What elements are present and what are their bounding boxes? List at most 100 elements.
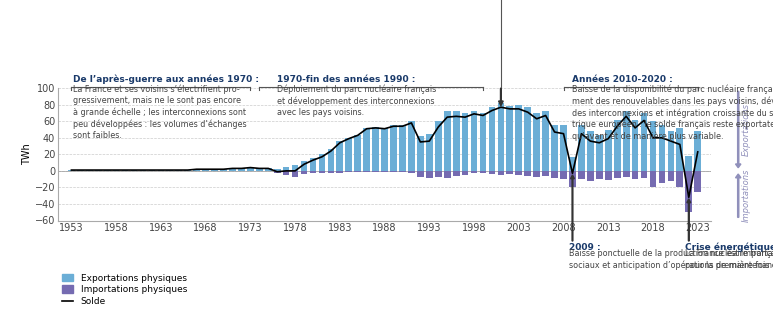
Bar: [524, 171, 531, 176]
Bar: [354, 135, 361, 171]
Text: Déploiement du parc nucléaire français
et développement des interconnexions
avec: Déploiement du parc nucléaire français e…: [278, 85, 437, 117]
Bar: [291, 171, 298, 177]
Bar: [256, 169, 263, 171]
Bar: [390, 125, 397, 171]
Bar: [461, 171, 468, 175]
Bar: [373, 127, 379, 171]
Bar: [113, 170, 120, 171]
Bar: [399, 171, 406, 172]
Bar: [238, 169, 245, 171]
Bar: [694, 171, 701, 192]
Bar: [328, 171, 334, 173]
Bar: [185, 170, 191, 171]
Bar: [471, 171, 478, 173]
Bar: [354, 171, 361, 172]
Bar: [363, 171, 370, 172]
Bar: [247, 168, 254, 171]
Bar: [498, 103, 504, 171]
Bar: [453, 111, 459, 171]
Bar: [587, 171, 594, 181]
Bar: [148, 170, 155, 171]
Bar: [283, 167, 290, 171]
Bar: [453, 171, 459, 176]
Bar: [131, 170, 138, 171]
Bar: [524, 107, 531, 171]
Bar: [506, 171, 513, 174]
Bar: [166, 170, 173, 171]
Bar: [417, 136, 424, 171]
Bar: [203, 169, 209, 171]
Bar: [77, 170, 83, 171]
Bar: [363, 128, 370, 171]
Bar: [399, 125, 406, 171]
Bar: [435, 171, 441, 177]
Bar: [659, 125, 666, 171]
Bar: [632, 171, 638, 179]
Bar: [265, 169, 271, 171]
Bar: [560, 171, 567, 179]
Bar: [587, 131, 594, 171]
Bar: [479, 113, 486, 171]
Bar: [676, 171, 683, 187]
Bar: [623, 111, 629, 171]
Bar: [346, 138, 352, 171]
Bar: [578, 125, 584, 171]
Bar: [686, 171, 692, 212]
Bar: [220, 169, 226, 171]
Bar: [533, 113, 540, 171]
Bar: [569, 157, 576, 171]
Bar: [193, 169, 200, 171]
Bar: [229, 169, 236, 171]
Bar: [578, 171, 584, 179]
Bar: [516, 105, 522, 171]
Bar: [560, 125, 567, 171]
Text: La France et ses voisins s’électrifient pro-
gressivement, mais ne le sont pas e: La France et ses voisins s’électrifient …: [73, 85, 247, 140]
Bar: [516, 171, 522, 175]
Bar: [274, 169, 281, 171]
Bar: [569, 171, 576, 187]
Bar: [381, 171, 388, 172]
Bar: [310, 158, 316, 171]
Bar: [649, 121, 656, 171]
Bar: [605, 171, 611, 180]
Bar: [668, 131, 674, 171]
Bar: [291, 165, 298, 171]
Y-axis label: TWh: TWh: [22, 143, 32, 165]
Bar: [605, 129, 611, 171]
Bar: [408, 171, 415, 173]
Bar: [435, 121, 441, 171]
Bar: [498, 171, 504, 175]
Bar: [95, 170, 101, 171]
Bar: [444, 171, 451, 178]
Bar: [373, 171, 379, 172]
Bar: [390, 171, 397, 172]
Text: Baisse ponctuelle de la production nucléaire française (mouvements
sociaux et an: Baisse ponctuelle de la production nuclé…: [569, 249, 773, 270]
Bar: [104, 170, 111, 171]
Bar: [543, 111, 549, 171]
Bar: [632, 120, 638, 171]
Bar: [444, 111, 451, 171]
Bar: [417, 171, 424, 177]
Text: Exportations: Exportations: [741, 103, 751, 156]
Bar: [543, 171, 549, 176]
Text: Baisse de la disponibilité du parc nucléaire français, développe-
ment des renou: Baisse de la disponibilité du parc nuclé…: [573, 85, 773, 141]
Bar: [346, 171, 352, 172]
Bar: [328, 149, 334, 171]
Bar: [668, 171, 674, 181]
Bar: [336, 141, 343, 171]
Bar: [641, 113, 648, 171]
Bar: [489, 107, 495, 171]
Bar: [614, 171, 621, 178]
Text: 2009 :: 2009 :: [569, 243, 601, 252]
Bar: [614, 120, 621, 171]
Bar: [641, 171, 648, 178]
Bar: [551, 124, 558, 171]
Bar: [408, 121, 415, 171]
Bar: [596, 171, 603, 179]
Bar: [211, 169, 218, 171]
Text: Années 2010-2020 :: Années 2010-2020 :: [573, 75, 673, 84]
Bar: [461, 113, 468, 171]
Bar: [140, 170, 146, 171]
Bar: [175, 170, 182, 171]
Bar: [283, 171, 290, 175]
